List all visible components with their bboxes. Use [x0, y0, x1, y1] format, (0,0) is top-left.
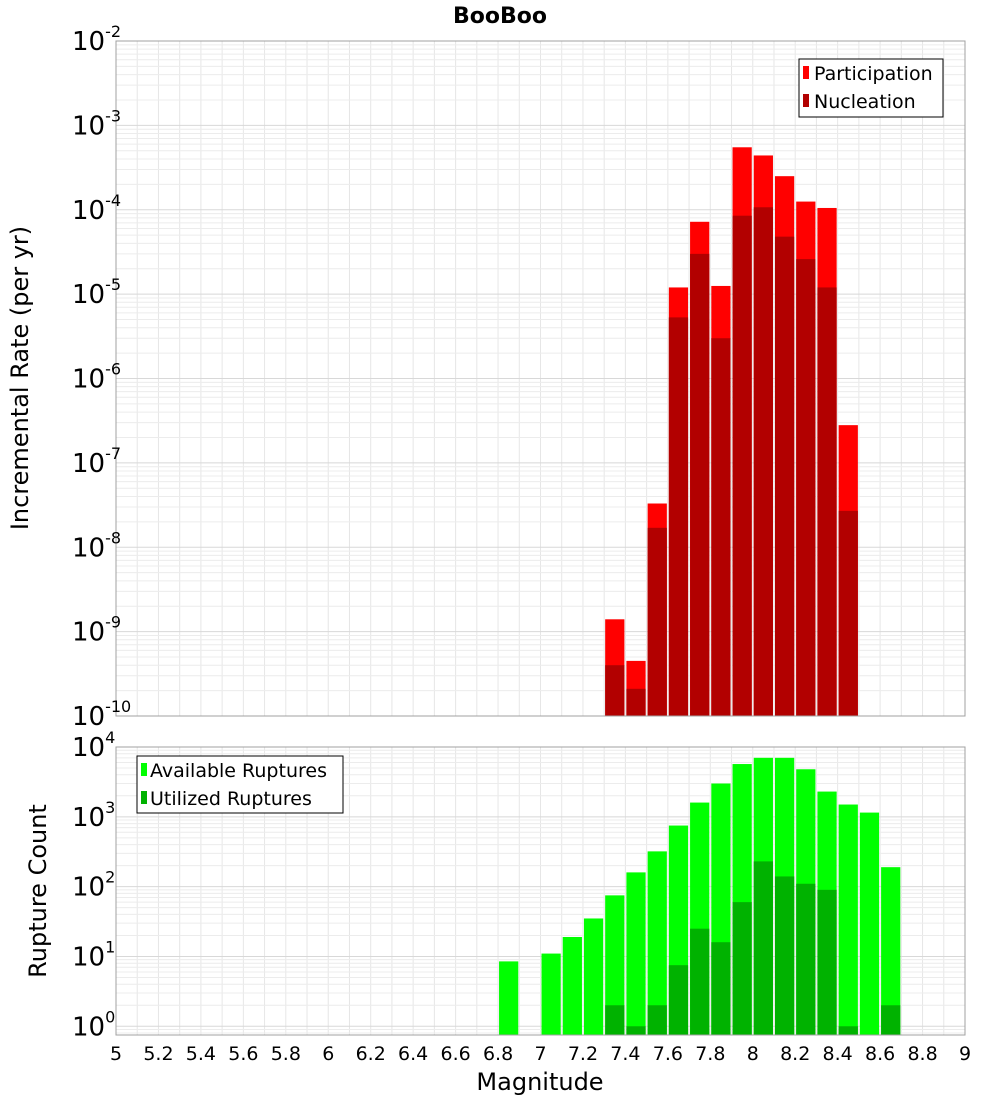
chart-title: BooBoo [453, 4, 547, 29]
count-series-a-bar [881, 867, 901, 1035]
x-tick-label: 6.4 [398, 1043, 428, 1065]
count-legend-box [136, 755, 344, 814]
y-tick-label: 10-3 [72, 106, 121, 141]
count-series-b-bar [711, 942, 731, 1035]
x-tick-label: 5.2 [143, 1043, 173, 1065]
count-series-b-bar [817, 889, 837, 1035]
count-legend: Available Ruptures Utilized Ruptures [136, 755, 344, 814]
rate-series-b-bar [753, 207, 773, 716]
count-series-a-bar [562, 936, 582, 1035]
count-series-a-bar [605, 895, 625, 1035]
x-tick-label: 8.6 [865, 1043, 895, 1065]
x-tick-label: 8.2 [780, 1043, 810, 1065]
y-tick-label: 10-8 [72, 528, 121, 563]
count-series-b-bar [881, 1005, 901, 1035]
rate-series-b-bar [838, 510, 858, 716]
x-tick-label: 7.2 [568, 1043, 598, 1065]
x-tick-label: 5.6 [228, 1043, 258, 1065]
rate-series-b-bar [796, 259, 816, 716]
y-tick-label: 10-4 [72, 191, 121, 226]
count-y-ticks: 100 101 102 103 104 [72, 728, 115, 1042]
x-tick-label: 8.8 [907, 1043, 937, 1065]
magnitude-x-ticks: 5 5.2 5.4 5.6 5.8 6 6.2 6.4 6.6 6.8 7 7.2 7.4 7.6 7.8 8… [110, 1043, 971, 1065]
available-legend-label: Available Ruptures [150, 760, 327, 782]
rate-y-ticks: 10-10 10-9 10-8 10-7 10-6 10-5 10-4 10-3 10-2 [72, 22, 131, 732]
rate-y-axis-label: Incremental Rate (per yr) [6, 226, 34, 530]
y-tick-label: 10-5 [72, 275, 121, 310]
x-tick-label: 7 [534, 1043, 546, 1065]
rate-series-b-bar [690, 253, 710, 716]
rate-series-b-bar [774, 236, 795, 716]
y-tick-label: 104 [72, 728, 115, 763]
x-tick-label: 5.4 [186, 1043, 216, 1065]
count-series-a-bar [647, 851, 667, 1035]
y-tick-label: 10-6 [72, 360, 121, 395]
count-series-b-bar [838, 1026, 858, 1035]
utilized-legend-label: Utilized Ruptures [150, 788, 312, 810]
available-legend-swatch [141, 763, 147, 776]
count-series-a-bar [859, 812, 880, 1035]
participation-legend-swatch [803, 66, 809, 79]
rate-series-b-bar [626, 688, 646, 716]
y-tick-label: 10-2 [72, 22, 121, 57]
x-tick-label: 9 [959, 1043, 971, 1065]
x-tick-label: 7.8 [695, 1043, 725, 1065]
x-tick-label: 8.4 [823, 1043, 853, 1065]
count-bars [499, 757, 901, 1035]
count-series-b-bar [605, 1005, 625, 1035]
count-plot-frame [115, 746, 966, 1036]
x-tick-label: 5.8 [271, 1043, 301, 1065]
count-series-a-bar [626, 872, 646, 1035]
count-series-b-bar [668, 965, 689, 1035]
rate-series-b-bar [605, 665, 625, 716]
count-series-a-bar [499, 961, 519, 1035]
count-series-b-bar [774, 876, 795, 1035]
rate-series-b-bar [711, 338, 731, 716]
x-tick-label: 6 [322, 1043, 334, 1065]
rate-legend: Participation Nucleation [798, 58, 944, 118]
y-tick-label: 101 [72, 937, 115, 972]
rate-series-b-bar [668, 317, 689, 716]
count-series-b-bar [647, 1005, 667, 1035]
count-series-a-bar [583, 918, 604, 1035]
y-tick-label: 100 [72, 1007, 115, 1042]
y-tick-label: 10-10 [72, 697, 131, 732]
y-tick-label: 102 [72, 868, 115, 903]
count-series-a-bar [838, 804, 858, 1035]
y-tick-label: 10-9 [72, 613, 121, 648]
nucleation-legend-label: Nucleation [814, 91, 916, 113]
x-tick-label: 7.6 [653, 1043, 683, 1065]
rate-plot-frame [115, 40, 966, 717]
rate-panel: 10-10 10-9 10-8 10-7 10-6 10-5 10-4 10-3 10-2 In… [6, 22, 966, 732]
rate-series-b-bar [732, 215, 752, 717]
x-tick-label: 6.2 [356, 1043, 386, 1065]
x-tick-label: 8 [747, 1043, 759, 1065]
rate-series-b-bar [647, 527, 667, 716]
rate-legend-box [798, 58, 944, 118]
count-y-axis-label: Rupture Count [24, 804, 52, 978]
count-series-b-bar [626, 1026, 646, 1035]
count-series-b-bar [732, 902, 752, 1035]
rate-gridlines [116, 40, 965, 717]
x-tick-label: 6.6 [440, 1043, 470, 1065]
x-tick-label: 5 [110, 1043, 122, 1065]
count-series-b-bar [753, 861, 773, 1035]
count-series-a-bar [541, 953, 561, 1035]
participation-legend-label: Participation [814, 63, 933, 85]
y-tick-label: 10-7 [72, 444, 121, 479]
utilized-legend-swatch [141, 791, 147, 804]
nucleation-legend-swatch [803, 94, 809, 107]
y-tick-label: 103 [72, 798, 115, 833]
rate-series-b-bar [817, 287, 837, 716]
rate-bars [605, 147, 858, 717]
count-series-b-bar [796, 883, 816, 1035]
x-tick-label: 7.4 [610, 1043, 640, 1065]
count-panel: 100 101 102 103 104 5 5.2 5.4 5.6 5.8 6 6.2 6.4 6.6 6… [24, 728, 971, 1096]
x-tick-label: 6.8 [483, 1043, 513, 1065]
count-series-b-bar [690, 928, 710, 1035]
x-axis-label: Magnitude [476, 1068, 603, 1096]
